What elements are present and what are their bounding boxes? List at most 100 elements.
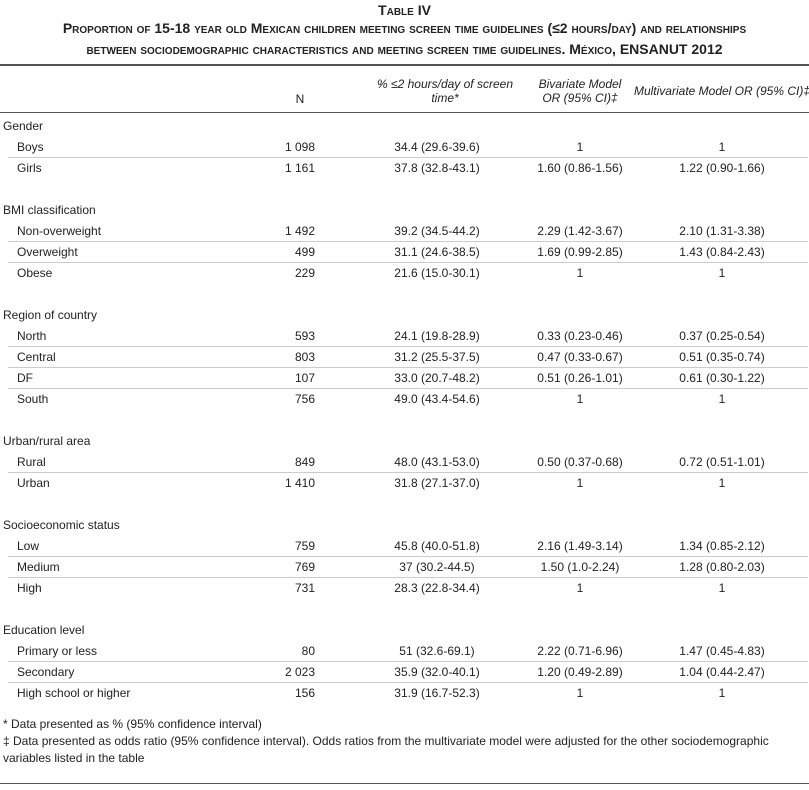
percent-value: 49.0 (43.4-54.6) [394,392,480,406]
row-separator [8,682,808,683]
row-label: High [17,581,42,595]
percent-value: 45.8 (40.0-51.8) [394,539,480,553]
table-number: Table IV [378,2,431,18]
group-label: Urban/rural area [3,434,91,448]
row-label: Rural [17,455,46,469]
multivariate-or: 1.47 (0.45-4.83) [679,644,765,658]
row-separator [8,241,808,242]
group-label: Education level [3,623,85,637]
bivariate-or: 1 [576,266,584,280]
multivariate-or: 2.10 (1.31-3.38) [679,224,765,238]
row-separator [8,556,808,557]
percent-value: 21.6 (15.0-30.1) [394,266,480,280]
row-label: Non-overweight [17,224,102,238]
n-value: 1 098 [284,140,315,154]
n-value: 80 [301,644,315,658]
n-value: 593 [294,329,315,343]
bivariate-or: 0.51 (0.26-1.01) [537,371,623,385]
bivariate-or: 1 [576,140,584,154]
bivariate-or: 1 [576,392,584,406]
column-header: % ≤2 hours/day of screen time* [377,77,513,105]
n-value: 499 [294,245,315,259]
multivariate-or: 1 [718,581,726,595]
row-separator [8,577,808,578]
row-label: High school or higher [17,686,131,700]
multivariate-or: 1.04 (0.44-2.47) [679,665,765,679]
group-label: Socioeconomic status [3,518,120,532]
title-line: between sociodemographic characteristics… [86,41,723,57]
n-value: 2 023 [284,665,315,679]
bivariate-or: 2.16 (1.49-3.14) [537,539,623,553]
bivariate-or: 1.60 (0.86-1.56) [537,161,623,175]
percent-value: 31.8 (27.1-37.0) [394,476,480,490]
n-value: 156 [294,686,315,700]
row-separator [8,388,808,389]
multivariate-or: 0.51 (0.35-0.74) [679,350,765,364]
percent-value: 31.9 (16.7-52.3) [394,686,480,700]
row-label: Primary or less [17,644,98,658]
percent-value: 39.2 (34.5-44.2) [394,224,480,238]
bivariate-or: 1 [576,476,584,490]
column-header: Bivariate Model OR (95% CI)‡ [538,77,622,105]
group-label: Region of country [3,308,98,322]
rule [0,112,809,113]
n-value: 107 [294,371,315,385]
row-label: Central [17,350,56,364]
percent-value: 31.2 (25.5-37.5) [394,350,480,364]
title-line: Proportion of 15-18 year old Mexican chi… [62,20,747,36]
multivariate-or: 0.61 (0.30-1.22) [679,371,765,385]
n-value: 769 [294,560,315,574]
row-label: North [17,329,47,343]
multivariate-or: 1.34 (0.85-2.12) [679,539,765,553]
n-value: 759 [294,539,315,553]
footnote: * Data presented as % (95% confidence in… [3,717,262,731]
rule [0,783,809,784]
bivariate-or: 0.50 (0.37-0.68) [537,455,623,469]
multivariate-or: 1 [718,392,726,406]
percent-value: 51 (32.6-69.1) [399,644,475,658]
bivariate-or: 1.69 (0.99-2.85) [537,245,623,259]
bivariate-or: 0.47 (0.33-0.67) [537,350,623,364]
row-separator [8,157,808,158]
multivariate-or: 1 [718,266,726,280]
n-value: 1 410 [284,476,315,490]
row-separator [8,262,808,263]
row-label: Urban [17,476,50,490]
bivariate-or: 2.29 (1.42-3.67) [537,224,623,238]
percent-value: 48.0 (43.1-53.0) [394,455,480,469]
row-separator [8,346,808,347]
percent-value: 37.8 (32.8-43.1) [394,161,480,175]
column-header: Multivariate Model OR (95% CI)‡ [633,84,809,98]
column-header: N [295,92,305,106]
bivariate-or: 1 [576,581,584,595]
n-value: 849 [294,455,315,469]
percent-value: 28.3 (22.8-34.4) [394,581,480,595]
row-label: Overweight [17,245,78,259]
row-label: Low [17,539,40,553]
row-label: Obese [17,266,53,280]
percent-value: 34.4 (29.6-39.6) [394,140,480,154]
multivariate-or: 1.43 (0.84-2.43) [679,245,765,259]
row-label: Medium [17,560,60,574]
n-value: 803 [294,350,315,364]
multivariate-or: 0.72 (0.51-1.01) [679,455,765,469]
multivariate-or: 1.28 (0.80-2.03) [679,560,765,574]
n-value: 731 [294,581,315,595]
multivariate-or: 1.22 (0.90-1.66) [679,161,765,175]
row-label: Girls [17,161,42,175]
group-label: BMI classification [3,203,96,217]
row-separator [8,367,808,368]
bivariate-or: 1.50 (1.0-2.24) [540,560,620,574]
row-separator [8,661,808,662]
n-value: 756 [294,392,315,406]
n-value: 1 161 [284,161,315,175]
multivariate-or: 1 [718,476,726,490]
bivariate-or: 1.20 (0.49-2.89) [537,665,623,679]
row-label: South [17,392,49,406]
row-label: DF [17,371,33,385]
bivariate-or: 2.22 (0.71-6.96) [537,644,623,658]
percent-value: 31.1 (24.6-38.5) [394,245,480,259]
n-value: 229 [294,266,315,280]
group-label: Gender [3,119,44,133]
